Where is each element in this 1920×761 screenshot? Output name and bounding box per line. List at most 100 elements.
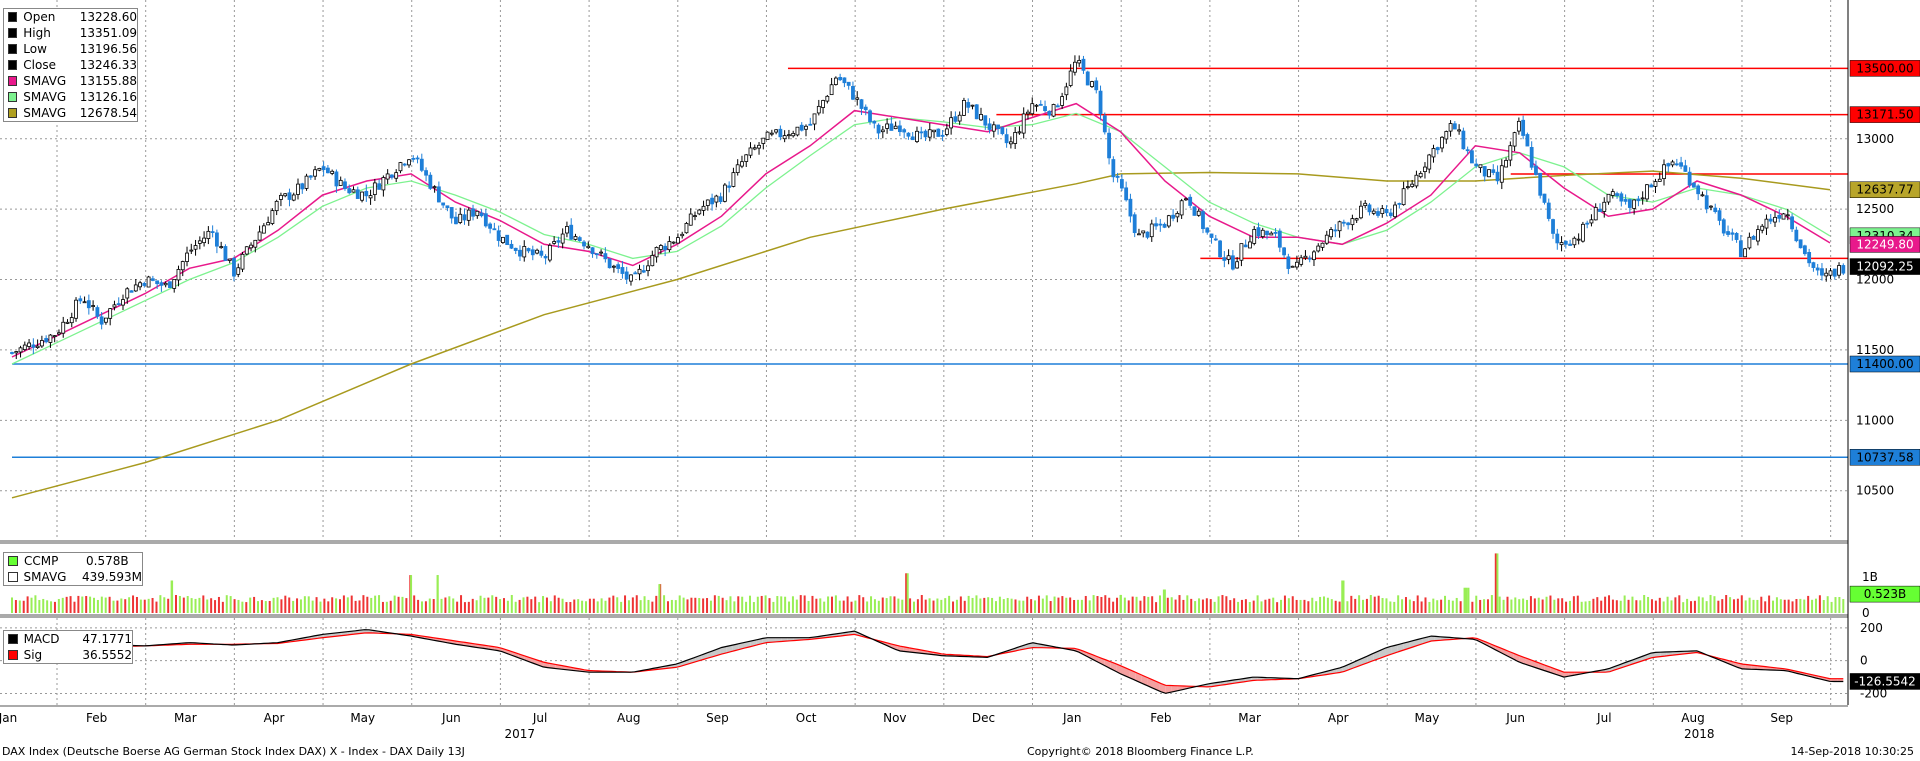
volume-bar: [1682, 602, 1685, 613]
volume-bar: [229, 596, 232, 613]
volume-bar: [53, 601, 56, 613]
volume-bar: [1049, 601, 1052, 613]
candle-body: [970, 104, 975, 107]
candle-body: [919, 131, 924, 134]
candle-body: [1563, 240, 1568, 245]
candle-body: [304, 175, 309, 189]
volume-bar: [920, 595, 923, 613]
volume-bar: [1529, 596, 1532, 613]
volume-bar: [1565, 601, 1568, 613]
candle-body: [142, 282, 147, 286]
candle-body: [172, 279, 177, 289]
volume-spike-bar: [1341, 580, 1344, 613]
candle-body: [1414, 174, 1419, 187]
candle-body: [718, 196, 723, 203]
candle-body: [522, 246, 527, 258]
ref-line-label-bg: [1849, 355, 1920, 373]
volume-bar: [1397, 595, 1400, 613]
volume-bar: [249, 597, 252, 613]
candle-body: [936, 128, 941, 137]
candle-body: [680, 233, 685, 237]
volume-bar: [452, 598, 455, 613]
macd-signal-fill: [775, 637, 782, 642]
candle-body: [1064, 86, 1069, 96]
volume-bar: [713, 595, 716, 613]
candle-body: [842, 77, 847, 84]
candle-body: [317, 168, 322, 171]
candle-body: [1115, 175, 1120, 178]
macd-value-label-bg: [1849, 673, 1920, 690]
volume-bar: [799, 595, 802, 613]
volume-bar: [924, 599, 927, 613]
candle-body: [620, 267, 625, 274]
volume-bar: [928, 598, 931, 613]
candle-body: [360, 191, 364, 201]
price-tick-label: 11500: [1856, 343, 1894, 357]
candle-body: [18, 347, 23, 353]
candle-body: [466, 209, 471, 221]
candle-body: [535, 249, 539, 254]
candle-body: [1320, 242, 1325, 248]
volume-bar: [1280, 599, 1283, 613]
candle-body: [1828, 270, 1833, 276]
candle-body: [1841, 265, 1846, 274]
legend-swatch: [8, 60, 18, 70]
volume-bar: [862, 597, 865, 613]
macd-signal-fill: [744, 641, 751, 649]
volume-bar: [1619, 600, 1622, 613]
volume-bar: [1030, 599, 1033, 613]
volume-bar: [1686, 598, 1689, 613]
candle-body: [1734, 233, 1739, 240]
candle-body: [1141, 230, 1146, 234]
candle-body: [740, 161, 744, 167]
volume-bar: [327, 601, 330, 613]
volume-bar: [1322, 596, 1325, 613]
candle-body: [1696, 185, 1701, 195]
volume-bar: [506, 600, 509, 613]
volume-bar: [1596, 597, 1599, 613]
volume-bar: [1713, 596, 1716, 613]
volume-bar: [346, 597, 349, 613]
candle-body: [133, 284, 138, 292]
volume-bar: [709, 600, 712, 613]
candle-body: [1201, 211, 1205, 230]
volume-bar: [670, 599, 673, 613]
volume-bar: [1354, 598, 1357, 613]
candle-body: [1119, 179, 1124, 189]
candle-body: [552, 241, 557, 244]
legend-name: SMAVG: [23, 74, 67, 88]
candle-body: [193, 245, 198, 250]
candle-body: [1623, 199, 1628, 202]
candle-body: [885, 123, 889, 129]
volume-bar: [1295, 599, 1298, 613]
macd-signal-fill: [1611, 665, 1618, 672]
volume-bar: [1404, 597, 1407, 613]
candle-body: [1713, 207, 1718, 213]
volume-bar: [596, 601, 599, 613]
legend-swatch: [8, 108, 18, 118]
candle-body: [1312, 251, 1316, 261]
legend-name: High: [23, 26, 51, 40]
volume-bar: [151, 597, 154, 613]
volume-bar: [389, 600, 392, 613]
month-tick-label: Jul: [1596, 711, 1611, 725]
candle-body: [1589, 219, 1594, 224]
legend-swatch: [8, 44, 18, 54]
volume-bar: [1483, 599, 1486, 613]
candle-body: [1674, 163, 1679, 166]
candle-body: [944, 128, 949, 135]
candle-body: [321, 166, 326, 171]
ref-line-label: 13171.50: [1856, 108, 1913, 122]
candle-body: [206, 230, 211, 239]
month-tick-label: Jun: [441, 711, 461, 725]
volume-bar: [635, 595, 638, 613]
volume-bar: [499, 599, 502, 613]
candle-body: [1572, 237, 1577, 246]
volume-bar: [717, 595, 720, 613]
volume-bar: [1740, 595, 1743, 613]
candle-body: [419, 158, 424, 171]
candle-body: [1568, 243, 1573, 246]
volume-bar: [1502, 599, 1505, 613]
macd-signal-fill: [1153, 680, 1160, 692]
macd-signal-fill: [1129, 669, 1136, 681]
